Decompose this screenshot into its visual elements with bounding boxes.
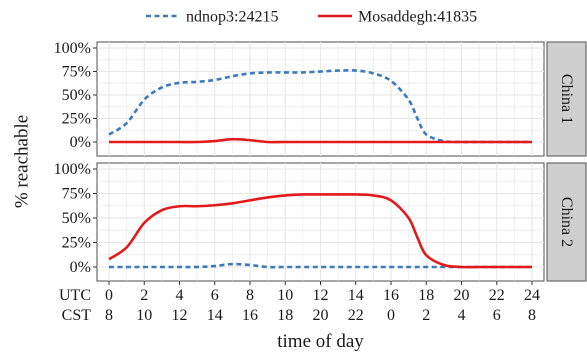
x-tick-label: 0 <box>387 307 395 324</box>
x-tick-label: 22 <box>348 307 364 324</box>
series-line <box>108 262 532 269</box>
legend-label: ndnop3:24215 <box>186 9 278 26</box>
y-tick-label: 25% <box>62 111 91 128</box>
series-line <box>108 193 532 269</box>
y-tick-label: 0% <box>70 134 91 151</box>
y-tick-label: 50% <box>62 210 91 227</box>
x-tick-label: 18 <box>277 307 293 324</box>
x-tick-label: 4 <box>176 287 184 304</box>
x-tick-label: 22 <box>489 287 505 304</box>
x-tick-label: 4 <box>458 307 466 324</box>
series-line <box>108 69 532 144</box>
facet-strip <box>546 162 587 282</box>
x-tick-label: 6 <box>493 307 501 324</box>
facet-label: China 2 <box>558 197 575 247</box>
x-tick-label: 20 <box>454 287 470 304</box>
y-tick-label: 75% <box>62 64 91 81</box>
y-tick-label: 0% <box>70 259 91 276</box>
facet-strip <box>546 41 587 157</box>
x-tick-label: 10 <box>136 307 152 324</box>
x-tick-label: 14 <box>348 287 364 304</box>
x-tick-label: 0 <box>105 287 113 304</box>
y-tick-label: 100% <box>54 40 91 57</box>
x-tick-label: 20 <box>313 307 329 324</box>
x-tick-label: 2 <box>140 287 148 304</box>
facet-label: China 1 <box>558 74 575 124</box>
x-tick-label: 12 <box>313 287 329 304</box>
y-tick-label: 50% <box>62 87 91 104</box>
legend-label: Mosaddegh:41835 <box>358 9 477 26</box>
x-axis-title: time of day <box>277 331 364 352</box>
x-tick-label: 8 <box>528 307 536 324</box>
x-tick-label: 6 <box>211 287 219 304</box>
x-tick-label: 14 <box>207 307 223 324</box>
x-tick-label: 10 <box>277 287 293 304</box>
x-tick-label: 2 <box>422 307 430 324</box>
x-tick-label: 8 <box>105 307 113 324</box>
y-tick-label: 25% <box>62 235 91 252</box>
x-tick-row-label: UTC <box>59 287 91 304</box>
y-axis-title: % reachable <box>12 115 33 208</box>
x-tick-label: 12 <box>172 307 188 324</box>
x-tick-row-label: CST <box>62 307 92 324</box>
x-tick-label: 8 <box>246 287 254 304</box>
x-tick-label: 16 <box>383 287 399 304</box>
x-tick-label: 24 <box>524 287 540 304</box>
y-tick-label: 75% <box>62 186 91 203</box>
x-tick-label: 16 <box>242 307 258 324</box>
y-tick-label: 100% <box>54 161 91 178</box>
x-tick-label: 18 <box>418 287 434 304</box>
series-line <box>109 137 532 144</box>
